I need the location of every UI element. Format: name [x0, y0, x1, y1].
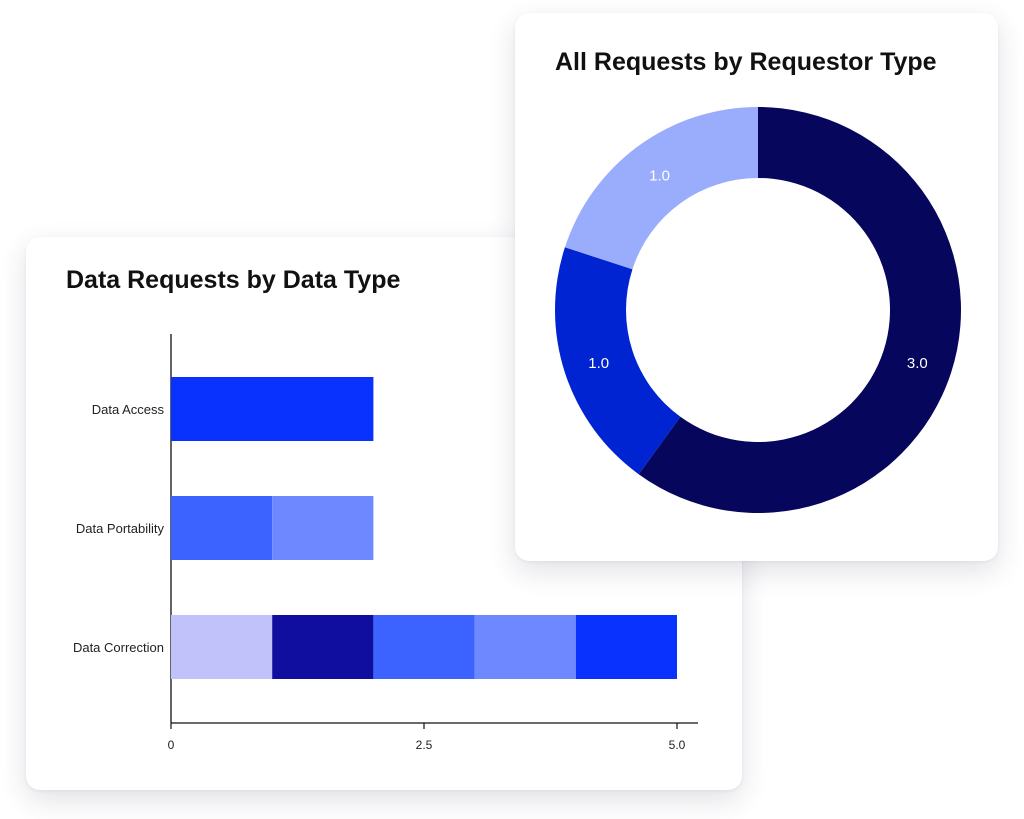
category-label: Data Correction: [73, 640, 164, 655]
slice-value-label: 1.0: [588, 355, 609, 372]
bar-segment: [474, 615, 576, 679]
x-tick-label: 5.0: [669, 738, 686, 752]
bar-segment: [171, 615, 273, 679]
category-label: Data Portability: [76, 521, 165, 536]
donut-slice: [638, 107, 961, 513]
slice-value-label: 1.0: [649, 167, 670, 184]
donut-chart: 3.0 1.0 1.0: [555, 107, 961, 513]
donut-chart-card: All Requests by Requestor Type 3.0 1.0 1.0: [515, 13, 998, 561]
bar-segment: [171, 496, 273, 560]
x-tick-label: 2.5: [416, 738, 433, 752]
slice-value-label: 3.0: [907, 355, 928, 372]
bar-segment: [272, 496, 374, 560]
bar-segment: [575, 615, 677, 679]
bar-chart: Data Access Data Portability Data Correcti…: [73, 334, 698, 752]
bar-segment: [171, 377, 374, 441]
donut-slice: [564, 107, 758, 270]
bar-segment: [272, 615, 374, 679]
x-tick-label: 0: [168, 738, 175, 752]
bar-chart-title: Data Requests by Data Type: [66, 266, 401, 294]
bar-segment: [373, 615, 475, 679]
donut-chart-title: All Requests by Requestor Type: [555, 48, 937, 76]
category-label: Data Access: [92, 402, 165, 417]
donut-slice: [555, 247, 681, 475]
